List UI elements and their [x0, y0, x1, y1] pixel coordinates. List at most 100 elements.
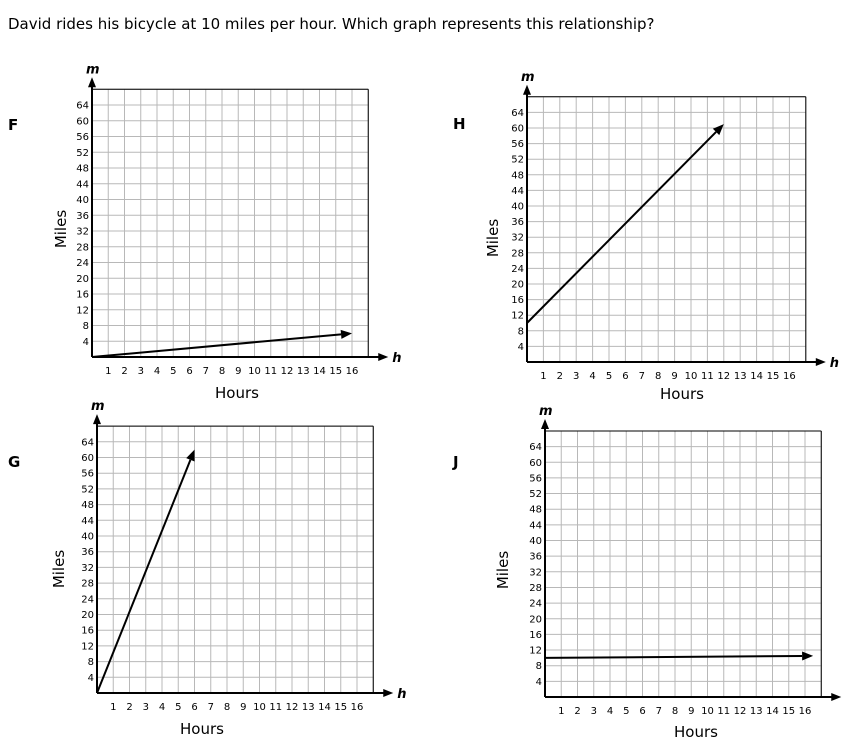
- y-tick-label: 20: [511, 280, 524, 291]
- y-tick-label: 36: [81, 547, 94, 558]
- x-tick-label: 12: [734, 706, 747, 717]
- x-tick-label: 1: [558, 706, 564, 717]
- x-tick-label: 7: [656, 706, 662, 717]
- graph-g-data-arrowhead: [186, 449, 195, 462]
- x-tick-label: 6: [191, 702, 197, 713]
- y-tick-label: 8: [83, 321, 89, 332]
- graph-g-y-title: Miles: [50, 550, 68, 589]
- x-tick-label: 13: [297, 366, 310, 377]
- graph-j-x-title: Hours: [674, 723, 718, 741]
- x-tick-label: 5: [175, 702, 181, 713]
- y-tick-label: 20: [76, 274, 89, 285]
- y-axis-arrow: [88, 77, 96, 88]
- x-tick-label: 11: [717, 706, 730, 717]
- x-tick-label: 4: [154, 366, 160, 377]
- y-tick-label: 52: [511, 155, 524, 166]
- graph-h-x-title: Hours: [660, 385, 704, 403]
- graph-j-y-title: Miles: [494, 551, 512, 590]
- y-tick-label: 4: [536, 677, 542, 688]
- x-tick-label: 12: [281, 366, 294, 377]
- y-tick-label: 32: [529, 567, 542, 578]
- y-tick-label: 60: [81, 453, 94, 464]
- x-tick-label: 3: [591, 706, 597, 717]
- x-tick-label: 12: [286, 702, 299, 713]
- y-tick-label: 24: [76, 258, 89, 269]
- y-tick-label: 48: [529, 505, 542, 516]
- y-tick-label: 40: [76, 195, 89, 206]
- graph-h-grid: [527, 96, 807, 362]
- y-tick-label: 32: [511, 233, 524, 244]
- x-tick-label: 10: [685, 371, 698, 382]
- y-tick-label: 64: [81, 437, 94, 448]
- x-tick-label: 9: [235, 366, 241, 377]
- graph-f-y-title: Miles: [52, 210, 70, 249]
- x-tick-label: 6: [622, 371, 628, 382]
- x-tick-label: 12: [717, 371, 730, 382]
- y-tick-label: 56: [511, 139, 524, 150]
- x-tick-label: 10: [248, 366, 261, 377]
- y-tick-label: 56: [81, 469, 94, 480]
- x-tick-label: 2: [126, 702, 132, 713]
- x-tick-label: 3: [573, 371, 579, 382]
- x-tick-label: 3: [138, 366, 144, 377]
- y-tick-label: 4: [518, 342, 524, 353]
- y-axis-arrow: [523, 84, 531, 95]
- x-tick-label: 7: [208, 702, 214, 713]
- x-tick-label: 15: [334, 702, 347, 713]
- x-tick-label: 7: [203, 366, 209, 377]
- y-tick-label: 56: [76, 132, 89, 143]
- y-tick-label: 24: [511, 264, 524, 275]
- x-tick-label: 14: [750, 371, 763, 382]
- x-tick-label: 16: [346, 366, 359, 377]
- y-tick-label: 4: [83, 337, 89, 348]
- y-tick-label: 16: [529, 630, 542, 641]
- y-tick-label: 28: [529, 583, 542, 594]
- y-tick-label: 28: [76, 242, 89, 253]
- y-tick-label: 24: [81, 594, 94, 605]
- x-tick-label: 15: [782, 706, 795, 717]
- y-tick-label: 40: [529, 536, 542, 547]
- graph-j-data-arrowhead: [802, 651, 814, 661]
- y-tick-label: 12: [76, 305, 89, 316]
- graph-f-x-title: Hours: [215, 384, 259, 402]
- x-tick-label: 8: [655, 371, 661, 382]
- x-tick-label: 3: [143, 702, 149, 713]
- x-tick-label: 13: [302, 702, 315, 713]
- y-tick-label: 64: [76, 101, 89, 112]
- y-tick-label: 44: [76, 179, 89, 190]
- y-tick-label: 44: [81, 516, 94, 527]
- y-tick-label: 52: [529, 489, 542, 500]
- x-tick-label: 6: [186, 366, 192, 377]
- y-tick-label: 16: [76, 290, 89, 301]
- x-tick-label: 10: [701, 706, 714, 717]
- x-tick-label: 2: [557, 371, 563, 382]
- x-tick-label: 8: [224, 702, 230, 713]
- graph-f-x-var: h: [392, 351, 401, 366]
- x-tick-label: 9: [688, 706, 694, 717]
- graph-g-y-var: m: [91, 399, 105, 414]
- y-tick-label: 40: [81, 532, 94, 543]
- y-tick-label: 48: [511, 170, 524, 181]
- x-tick-label: 16: [783, 371, 796, 382]
- graph-h-data-arrowhead: [712, 124, 724, 136]
- x-tick-label: 14: [766, 706, 779, 717]
- y-axis-arrow: [541, 418, 549, 429]
- y-tick-label: 12: [529, 646, 542, 657]
- graph-h-x-var: h: [830, 356, 839, 371]
- y-tick-label: 52: [76, 148, 89, 159]
- x-tick-label: 1: [110, 702, 116, 713]
- y-tick-label: 48: [81, 500, 94, 511]
- y-tick-label: 64: [511, 108, 524, 119]
- y-tick-label: 64: [529, 442, 542, 453]
- y-tick-label: 16: [511, 295, 524, 306]
- x-tick-label: 8: [672, 706, 678, 717]
- x-axis-arrow: [815, 358, 826, 366]
- x-tick-label: 5: [170, 366, 176, 377]
- x-tick-label: 10: [253, 702, 266, 713]
- option-label-f: F: [8, 116, 19, 134]
- y-tick-label: 24: [529, 599, 542, 610]
